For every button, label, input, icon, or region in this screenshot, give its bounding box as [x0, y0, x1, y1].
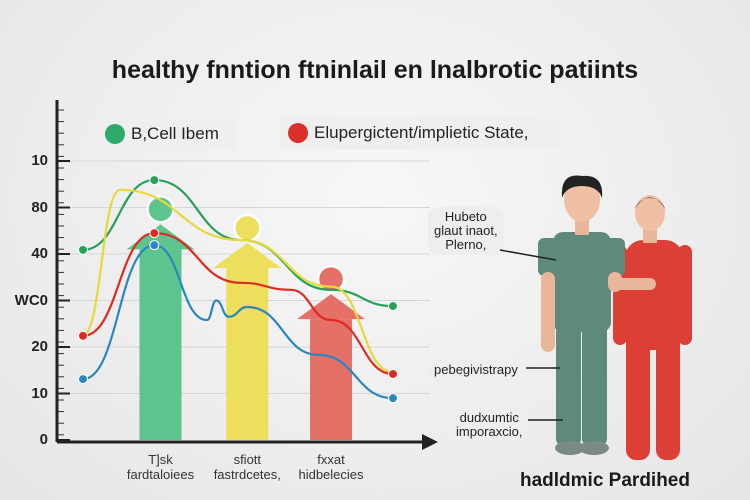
callout-lower: dudxumtic imporaxcio, — [450, 408, 529, 442]
y-tick-label: 0 — [39, 431, 48, 448]
bar — [139, 249, 182, 440]
chart-title: healthy fnntion ftninlail en lnalbrotic … — [111, 56, 639, 84]
category-name: fxxat — [317, 452, 345, 467]
y-tick-label: 10 — [31, 384, 48, 402]
x-category-label: T]sk fardtaloiees — [111, 452, 211, 482]
y-tick-label: 20 — [31, 338, 48, 355]
male-patient-figure — [538, 175, 656, 455]
series-line-yellow — [82, 188, 394, 374]
y-tick-label: 10 — [31, 152, 48, 169]
callout-line: glaut inaot, — [434, 223, 498, 238]
x-axis-arrow-icon — [422, 434, 438, 450]
category-name: T]sk — [148, 452, 173, 467]
red-dot-icon — [288, 123, 308, 143]
bar-arrowhead — [126, 224, 195, 250]
data-point — [78, 244, 88, 255]
data-point — [388, 393, 398, 404]
patients-label: hadldmic Pardihed — [520, 470, 690, 491]
legend-label: B,Cell Ibem — [131, 124, 219, 143]
bar-arrowhead — [213, 242, 282, 268]
callout-middle: pebegivistrapy — [428, 360, 524, 380]
data-point — [388, 301, 398, 312]
series-line-blue — [82, 244, 394, 400]
legend-item-green: B,Cell Ibem — [97, 118, 237, 150]
legend-item-red: Elupergictent/implietic State, — [280, 117, 563, 149]
bar — [226, 267, 269, 440]
category-sub: fastrdcetes, — [213, 467, 281, 482]
legend-label: Elupergictent/implietic State, — [314, 123, 529, 142]
data-point — [388, 368, 398, 379]
callout-top: Hubeto glaut inaot, Plerno, — [428, 207, 504, 255]
x-category-label: sfiott fastrdcetes, — [197, 452, 297, 482]
data-point — [78, 374, 88, 385]
category-sub: fardtaloiees — [126, 467, 195, 482]
green-dot-icon — [105, 124, 125, 144]
y-tick-label: 80 — [31, 198, 48, 216]
y-tick-label: 40 — [31, 245, 48, 262]
category-sub: hidbelecies — [298, 467, 364, 482]
callout-line: Hubeto — [444, 209, 487, 224]
x-category-label: fxxat hidbelecies — [281, 452, 381, 482]
female-patient-figure — [613, 195, 692, 460]
callout-line: Plerno, — [445, 237, 487, 252]
callout-line: imporaxcio, — [456, 424, 523, 439]
series-line-red — [82, 231, 394, 376]
callout-line: dudxumtic — [459, 410, 519, 425]
data-point — [149, 175, 160, 186]
data-point — [78, 330, 88, 341]
bar-arrowhead — [297, 294, 365, 320]
category-name: sfiott — [233, 452, 262, 467]
y-tick-label: WC0 — [14, 291, 48, 309]
data-point — [149, 228, 160, 239]
data-point — [149, 240, 160, 251]
bar — [310, 319, 352, 440]
